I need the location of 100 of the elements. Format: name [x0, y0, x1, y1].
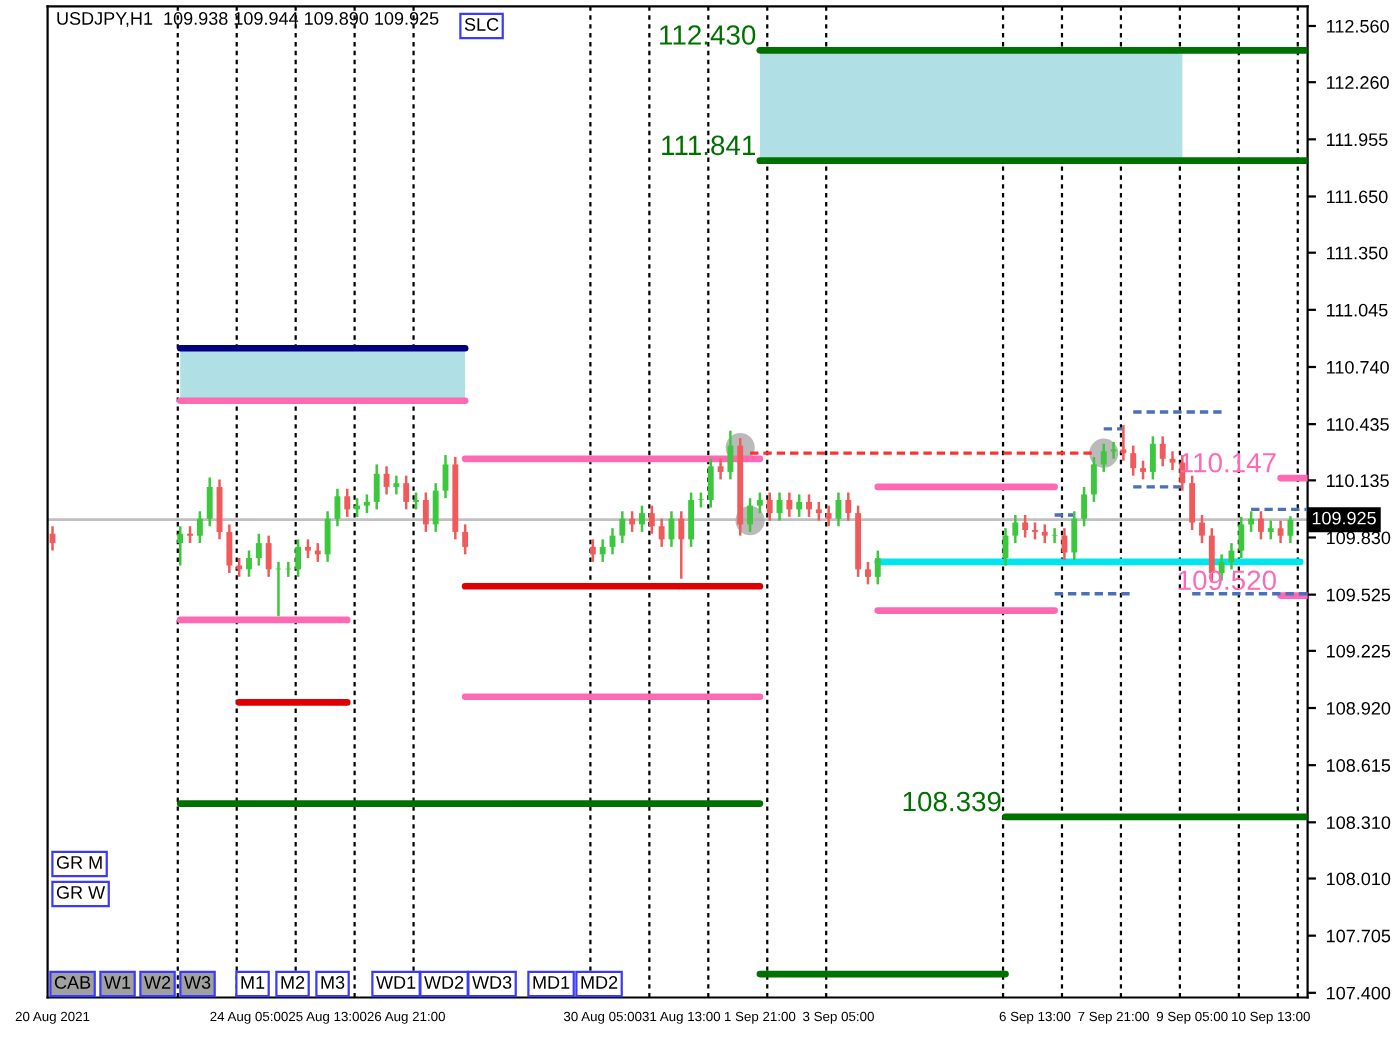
candlestick [265, 534, 272, 579]
y-tick-label: 108.920 [1327, 701, 1391, 715]
candlestick [1149, 435, 1156, 481]
candlestick [845, 491, 852, 522]
candlestick [1090, 455, 1097, 504]
candlestick [1022, 513, 1029, 539]
candlestick [688, 491, 695, 549]
annotation: GR W [56, 886, 106, 899]
candlestick [1140, 459, 1146, 481]
candlestick [363, 493, 370, 515]
candlestick [1287, 514, 1294, 545]
candlestick [1248, 510, 1255, 534]
y-tick-label: 110.135 [1327, 474, 1389, 488]
candlestick [1267, 519, 1274, 541]
candlestick [432, 481, 439, 534]
y-tick-label: 111.350 [1327, 246, 1388, 260]
candlestick [344, 487, 351, 519]
y-tick-label: 109.830 [1327, 531, 1391, 545]
candlestick [1100, 442, 1107, 474]
y-tick-label: 107.705 [1327, 929, 1391, 943]
candlestick [1071, 510, 1078, 562]
y-tick-label: 109.225 [1327, 644, 1391, 658]
candlestick [334, 487, 341, 528]
candlestick [305, 538, 311, 560]
candlestick [295, 538, 302, 579]
candlestick [1257, 510, 1264, 541]
candlestick [1120, 423, 1127, 462]
annotation: MD1 [533, 976, 570, 989]
candlestick [1169, 450, 1176, 472]
candlestick [639, 504, 645, 534]
candlestick [619, 510, 626, 545]
candlestick [747, 496, 753, 534]
candlestick [1051, 526, 1058, 545]
candlestick [599, 538, 606, 564]
y-tick-label: 108.615 [1327, 759, 1391, 772]
candlestick [766, 491, 773, 522]
y-tick-label: 111.045 [1327, 303, 1388, 317]
candlestick [589, 538, 596, 564]
candlestick [1041, 523, 1048, 545]
candlestick [717, 457, 724, 481]
y-tick-label: 110.740 [1327, 360, 1389, 374]
y-tick-label: 112.560 [1327, 19, 1389, 33]
annotation: M2 [281, 976, 305, 989]
annotation: 108.339 [903, 791, 1001, 812]
annotation: 112.430 [660, 25, 756, 45]
candlestick [806, 493, 812, 519]
annotation: W2 [144, 976, 171, 989]
annotation: W3 [184, 976, 211, 989]
candlestick [1130, 444, 1137, 477]
y-tick-label: 111.650 [1327, 190, 1388, 204]
candlestick [196, 510, 203, 545]
annotation: 111.841 [662, 135, 755, 156]
y-tick-label: 110.435 [1327, 418, 1389, 431]
annotation: W1 [104, 976, 131, 989]
candlestick [629, 510, 636, 534]
annotation: USDJPY,H1 109.938 109.944 109.890 109.925 [57, 12, 439, 27]
y-tick-label: 112.260 [1327, 76, 1389, 89]
candlestick [1081, 485, 1088, 528]
candlestick [1199, 513, 1205, 545]
candlestick [707, 457, 714, 509]
candlestick [865, 560, 871, 586]
annotation: 109.520 [1178, 570, 1276, 591]
y-tick-label: 111.955 [1327, 133, 1388, 147]
y-tick-label: 109.525 [1327, 588, 1391, 602]
candlestick [678, 510, 685, 580]
candlestick [874, 549, 881, 586]
candlestick [727, 429, 734, 481]
candlestick [796, 493, 803, 519]
annotation: GR M [56, 856, 102, 869]
annotation: MD2 [581, 976, 618, 989]
candlestick [1159, 435, 1166, 468]
annotation: M3 [321, 976, 345, 989]
candlestick [403, 474, 410, 511]
candlestick [658, 517, 665, 549]
candlestick [255, 532, 262, 567]
candlestick [1110, 440, 1117, 461]
ref-line-label: 109.925 [1312, 511, 1376, 525]
candlestick [422, 491, 429, 534]
candlestick [756, 491, 763, 515]
candlestick [226, 523, 233, 575]
y-tick-label: 108.010 [1327, 872, 1391, 886]
candlestick [786, 491, 793, 519]
candlestick [815, 500, 822, 522]
annotation: WD3 [472, 976, 512, 989]
candlestick [1012, 513, 1019, 545]
y-tick-label: 107.400 [1327, 986, 1391, 1000]
candlestick [1277, 519, 1284, 545]
annotation: WD1 [376, 976, 416, 989]
candlestick [825, 504, 832, 528]
candlestick [1061, 526, 1068, 562]
candlestick [373, 463, 380, 511]
candlestick [324, 510, 331, 564]
candlestick [206, 476, 213, 528]
annotation: CAB [54, 976, 91, 989]
candlestick [1238, 515, 1245, 560]
candlestick [648, 504, 655, 535]
candlestick [393, 474, 400, 496]
annotation: WD2 [424, 976, 464, 989]
candlestick [246, 549, 252, 579]
candlestick [462, 523, 469, 556]
